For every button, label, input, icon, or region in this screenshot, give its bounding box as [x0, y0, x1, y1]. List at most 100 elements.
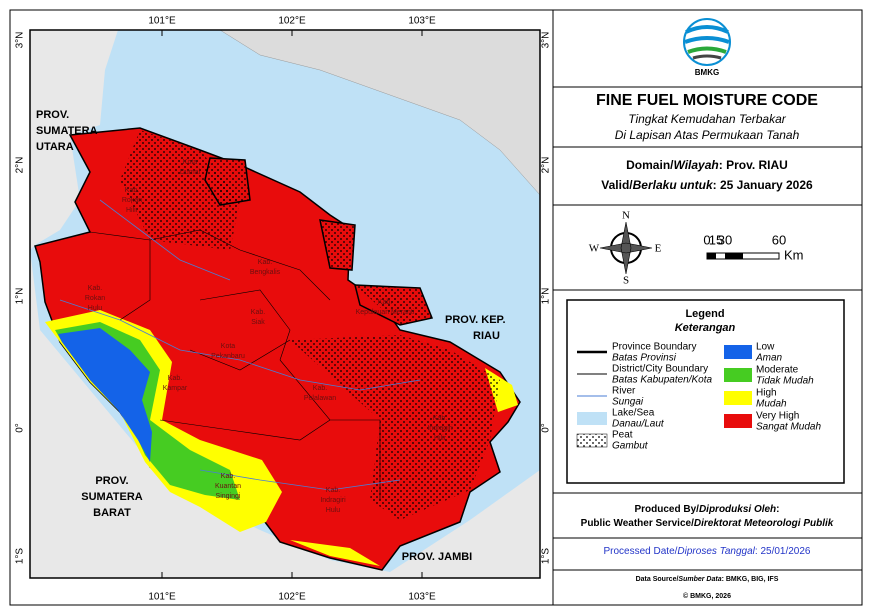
lat-label: 3°N: [15, 32, 26, 49]
compass: N E S W: [589, 210, 662, 287]
domain: Domain/Wilayah: Prov. RIAU: [626, 158, 788, 172]
lat-label: 0°: [15, 423, 26, 433]
lat-label: 3°N: [541, 32, 552, 49]
region-label: Kab.: [251, 309, 265, 316]
legend-label: Batas Kabupaten/Kota: [612, 375, 713, 386]
province-label: SUMATERA: [81, 491, 143, 503]
scale-label: 0: [703, 232, 710, 247]
legend-title: Legend: [685, 308, 724, 320]
region-label: Kab.: [125, 187, 139, 194]
legend-label: Batas Provinsi: [612, 353, 677, 364]
region-label: Rokan: [122, 197, 142, 204]
region-label: Kab.: [258, 259, 272, 266]
lat-label: 2°N: [15, 157, 26, 174]
region-label: Hulu: [326, 507, 341, 514]
region-label: Kepulauan Meranti: [356, 309, 415, 316]
legend-swatch: [724, 414, 752, 428]
legend-label: Aman: [755, 353, 783, 364]
text-part: Diproses Tanggal: [677, 546, 755, 557]
map-labels: PROV. SUMATERA UTARA PROV. SUMATERA BARAT PROV…: [36, 109, 506, 563]
region-label: Pekanbaru: [211, 353, 245, 360]
produced-by: Produced By/Diproduksi Oleh:: [634, 504, 779, 515]
region-label: Bengkalis: [250, 269, 281, 276]
province-label: PROV.: [36, 109, 69, 121]
region-label: Kota: [183, 159, 198, 166]
legend-subtitle: Keterangan: [675, 322, 736, 334]
region-label: Indragiri: [320, 497, 346, 504]
legend-label: Province Boundary: [612, 342, 697, 353]
lat-label: 1°N: [541, 288, 552, 305]
text-part: : BMKG, BIG, IFS: [722, 576, 779, 583]
text-part: : 25 January 2026: [713, 178, 813, 192]
compass-w: W: [589, 243, 600, 255]
text-part: :: [776, 504, 779, 515]
region-label: Kampar: [163, 385, 188, 392]
compass-n: N: [622, 210, 630, 222]
legend-label: River: [612, 386, 636, 397]
text-part: : Prov. RIAU: [719, 158, 788, 172]
region-label: Kab.: [313, 385, 327, 392]
lon-label: 102°E: [278, 16, 306, 27]
lon-label: 103°E: [408, 16, 436, 27]
legend-label: Lake/Sea: [612, 408, 655, 419]
compass-e: E: [655, 243, 662, 255]
legend-label: Tidak Mudah: [756, 376, 814, 387]
region-label: Dumai: [180, 169, 201, 176]
text-part: Direktorat Meteorologi Publik: [694, 518, 834, 529]
scale-label: 60: [772, 232, 786, 247]
legend-label: District/City Boundary: [612, 364, 708, 375]
subtitle: Di Lapisan Atas Permukaan Tanah: [615, 128, 800, 142]
region-label: Singingi: [216, 493, 241, 500]
bmkg-logo: BMKG: [683, 18, 731, 77]
legend-swatch: [724, 345, 752, 359]
region-label: Siak: [251, 319, 265, 326]
legend-label: Mudah: [756, 399, 787, 410]
text-part: : 25/01/2026: [755, 546, 811, 557]
text-part: Berlaku untuk: [633, 178, 714, 192]
producer: Public Weather Service/Direktorat Meteor…: [581, 518, 834, 529]
region-label: Kuantan: [215, 483, 241, 490]
scale-label: 15: [709, 232, 723, 247]
legend-label: Very High: [756, 411, 799, 422]
legend-label: Moderate: [756, 365, 799, 376]
province-label: RIAU: [473, 330, 500, 342]
region-label: Kota: [221, 343, 236, 350]
lon-label: 102°E: [278, 592, 306, 603]
legend-label: High: [756, 388, 777, 399]
logo-text: BMKG: [695, 68, 719, 77]
province-label: PROV.: [95, 475, 128, 487]
region-label: Indragiri: [427, 425, 453, 432]
legend-swatch: [724, 391, 752, 405]
lat-label: 1°S: [15, 548, 26, 565]
legend-symbol: [576, 433, 608, 448]
compass-s: S: [623, 275, 629, 287]
region-label: Kab.: [433, 415, 447, 422]
lat-label: 0°: [541, 423, 552, 433]
province-label: BARAT: [93, 507, 131, 519]
valid-date: Valid/Berlaku untuk: 25 January 2026: [601, 178, 813, 192]
region-label: Kab.: [326, 487, 340, 494]
data-source: Data Source/Sumber Data: BMKG, BIG, IFS: [636, 576, 779, 583]
lon-label: 101°E: [148, 16, 176, 27]
panel-dividers: [553, 86, 862, 571]
region-label: Kab.: [168, 375, 182, 382]
processed-date: Processed Date/Diproses Tanggal: 25/01/2…: [603, 546, 810, 557]
title: FINE FUEL MOISTURE CODE: [596, 92, 818, 109]
lon-label: 101°E: [148, 592, 176, 603]
region-label: Kab.: [88, 285, 102, 292]
map-frame: [29, 29, 541, 579]
text-part: Diproduksi Oleh: [699, 504, 776, 515]
legend-label: Danau/Laut: [612, 419, 665, 430]
province-label: SUMATERA: [36, 125, 98, 137]
map-area: [30, 30, 540, 578]
lat-label: 1°S: [541, 548, 552, 565]
legend-swatch: [724, 368, 752, 382]
text-part: Domain/: [626, 158, 674, 172]
lat-label: 2°N: [541, 157, 552, 174]
scale-unit: Km: [784, 247, 804, 262]
text-part: Wilayah: [673, 158, 718, 172]
province-label: UTARA: [36, 141, 74, 153]
lon-label: 103°E: [408, 592, 436, 603]
